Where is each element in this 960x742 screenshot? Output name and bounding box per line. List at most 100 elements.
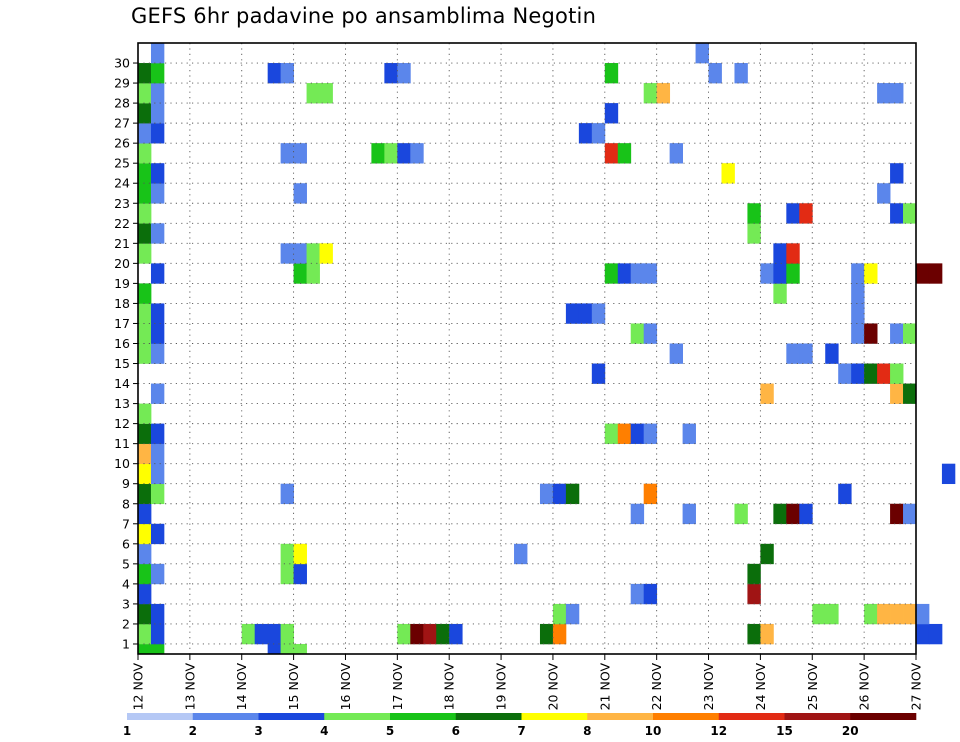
heatmap-cell: [591, 123, 606, 144]
heatmap-cell: [851, 363, 865, 384]
heatmap-cell: [150, 423, 165, 444]
y-tick-label: 8: [122, 496, 130, 511]
heatmap-cell: [747, 563, 761, 585]
heatmap-cell: [138, 523, 152, 545]
heatmap-cell: [643, 583, 658, 605]
heatmap-cell: [150, 443, 165, 464]
heatmap-cell: [643, 83, 658, 104]
heatmap-cell: [708, 63, 722, 84]
heatmap-cell: [397, 623, 411, 645]
heatmap-cell: [760, 263, 774, 284]
heatmap-cell: [903, 503, 917, 525]
legend-label: 10: [645, 724, 662, 738]
heatmap-cell: [138, 543, 152, 565]
heatmap-cell: [150, 43, 165, 64]
heatmap-cell: [760, 383, 774, 404]
heatmap-cell: [578, 303, 593, 324]
x-tick-label: 26 NOV: [857, 663, 872, 711]
x-tick-label: 24 NOV: [753, 663, 768, 711]
heatmap-cell: [630, 323, 645, 344]
x-tick-label: 15 NOV: [286, 663, 301, 711]
heatmap-cell: [890, 603, 904, 625]
heatmap-cell: [695, 43, 709, 64]
heatmap-cell: [150, 483, 165, 505]
heatmap-cell: [150, 463, 165, 485]
heatmap-cell: [150, 103, 165, 124]
heatmap-cell: [150, 183, 165, 204]
legend-swatch: [127, 713, 194, 720]
y-tick-label: 1: [122, 636, 130, 651]
y-tick-label: 15: [114, 356, 130, 371]
heatmap-cell: [150, 323, 165, 344]
heatmap-cell: [150, 643, 165, 655]
legend-swatch: [784, 713, 851, 720]
heatmap-cell: [903, 323, 917, 344]
heatmap-cell: [138, 583, 152, 605]
heatmap-cell: [293, 243, 307, 264]
heatmap-cell: [864, 323, 878, 344]
x-tick-label: 19 NOV: [494, 663, 509, 711]
heatmap-cell: [773, 283, 787, 304]
heatmap-cell: [150, 603, 165, 625]
heatmap-cell: [773, 243, 787, 264]
y-tick-label: 30: [114, 56, 130, 71]
heatmap-cell: [825, 603, 839, 625]
heatmap-cell: [630, 503, 645, 525]
heatmap-cell: [890, 323, 904, 344]
heatmap-cell: [150, 223, 165, 244]
legend-swatch: [850, 713, 917, 720]
heatmap-cell: [669, 143, 683, 164]
heatmap-cell: [306, 263, 320, 284]
y-tick-label: 2: [122, 616, 130, 631]
heatmap-cell: [138, 503, 152, 525]
heatmap-cell: [138, 103, 152, 124]
heatmap-cell: [578, 123, 593, 144]
legend-swatch: [192, 713, 259, 720]
heatmap-cell: [773, 503, 787, 525]
heatmap-cell: [928, 623, 943, 645]
heatmap-cell: [864, 263, 878, 284]
heatmap-cell: [552, 483, 567, 505]
legend-label: 7: [517, 724, 525, 738]
heatmap-cell: [747, 223, 761, 244]
heatmap-cell: [267, 63, 282, 84]
heatmap-cell: [138, 403, 152, 424]
plot-frame: [137, 42, 917, 655]
heatmap-cell: [682, 503, 696, 525]
heatmap-cell: [890, 83, 904, 104]
heatmap-cell: [643, 323, 658, 344]
legend-swatch: [587, 713, 654, 720]
x-tick-label: 25 NOV: [805, 663, 820, 711]
heatmap-cell: [138, 283, 152, 304]
legend-label: 6: [452, 724, 460, 738]
heatmap-cell: [799, 203, 813, 224]
x-tick-label: 27 NOV: [909, 663, 924, 711]
heatmap-cell: [890, 363, 904, 384]
heatmap-cell: [280, 243, 294, 264]
heatmap-cell: [903, 203, 917, 224]
y-tick-label: 21: [114, 236, 130, 251]
heatmap-cell: [280, 623, 294, 645]
y-tick-label: 22: [114, 216, 130, 231]
heatmap-cell: [617, 423, 632, 444]
heatmap-cell: [138, 463, 152, 485]
x-tick-label: 22 NOV: [649, 663, 664, 711]
x-tick-label: 14 NOV: [234, 663, 249, 711]
heatmap-cell: [150, 83, 165, 104]
heatmap-cell: [138, 163, 152, 184]
x-tick-label: 13 NOV: [182, 663, 197, 711]
heatmap-cell: [150, 303, 165, 324]
legend-swatch: [390, 713, 457, 720]
y-tick-label: 6: [122, 536, 130, 551]
heatmap-cell: [138, 243, 152, 264]
x-tick-label: 12 NOV: [131, 663, 146, 711]
heatmap-cell: [591, 303, 606, 324]
y-tick-label: 13: [114, 396, 130, 411]
heatmap-cell: [786, 203, 800, 224]
heatmap-cell: [941, 463, 956, 485]
y-tick-label: 9: [122, 476, 130, 491]
heatmap-cell: [682, 423, 696, 444]
heatmap-cell: [864, 603, 878, 625]
grid-lines: [138, 43, 916, 654]
legend-label: 3: [254, 724, 262, 738]
